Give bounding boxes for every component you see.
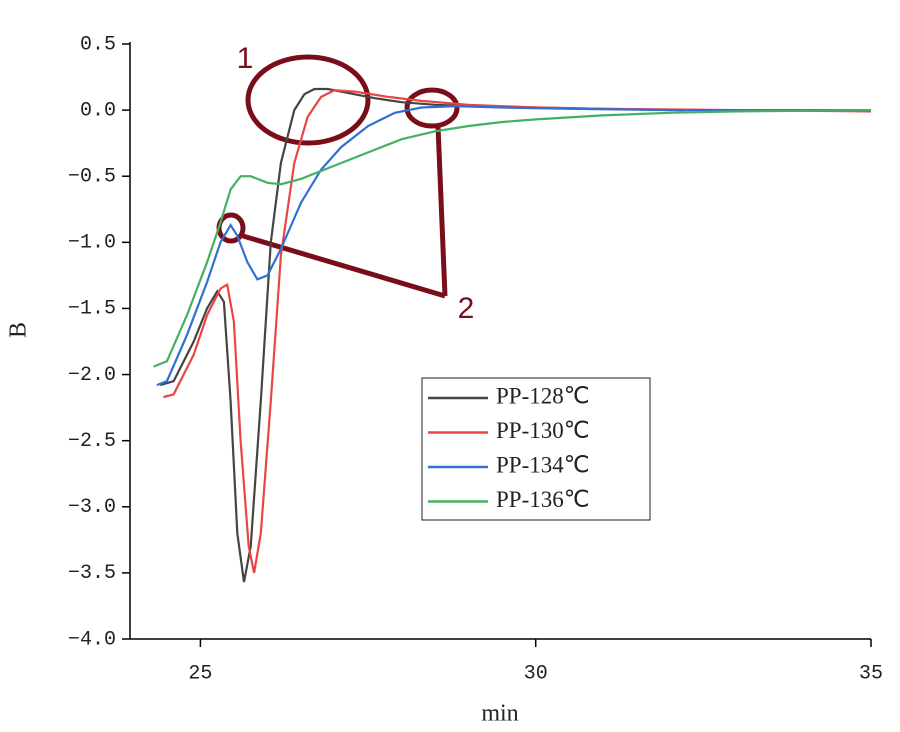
highlight-ellipse <box>245 54 371 146</box>
legend-label: PP-134℃ <box>496 452 590 477</box>
y-tick-label: −2.0 <box>68 364 116 387</box>
x-tick-label: 30 <box>524 662 548 685</box>
legend-box <box>421 377 651 521</box>
y-tick-label: 0.0 <box>80 99 116 122</box>
pointer-line <box>242 233 446 299</box>
y-axis-label: B <box>6 322 32 338</box>
y-tick-label: −1.5 <box>68 298 116 321</box>
x-tick-label: 35 <box>859 662 883 685</box>
y-tick-label: −2.5 <box>68 430 116 453</box>
highlight-ellipse <box>404 87 460 129</box>
y-tick-label: −0.5 <box>68 166 116 189</box>
y-tick-label: −1.0 <box>68 232 116 255</box>
y-tick-label: −3.0 <box>68 496 116 519</box>
series-line <box>153 109 872 368</box>
x-tick-label: 25 <box>188 662 212 685</box>
annotation: 2 <box>458 292 475 325</box>
annotation-shapes <box>216 54 460 299</box>
series-line <box>156 104 871 387</box>
series-line <box>163 89 872 574</box>
legend: PP-128℃ PP-130℃ PP-134℃ PP-136℃ <box>421 377 651 521</box>
x-axis-label: min <box>481 701 518 727</box>
y-tick-label: −3.5 <box>68 562 116 585</box>
annotation: 1 <box>237 42 254 75</box>
legend-label: PP-128℃ <box>496 383 590 408</box>
y-tick-label: −4.0 <box>68 628 116 651</box>
y-tick-label: 0.5 <box>80 33 116 56</box>
series-line <box>159 87 684 583</box>
legend-label: PP-136℃ <box>496 487 590 512</box>
legend-label: PP-130℃ <box>496 418 590 443</box>
pointer-line <box>435 125 448 297</box>
